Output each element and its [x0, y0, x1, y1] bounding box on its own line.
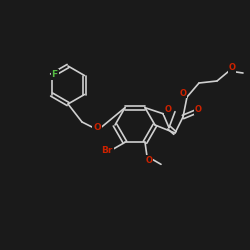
Text: O: O: [180, 88, 186, 98]
Text: F: F: [52, 70, 58, 79]
Text: Br: Br: [101, 146, 113, 155]
Text: O: O: [228, 64, 235, 72]
Text: O: O: [164, 105, 172, 114]
Text: O: O: [194, 106, 202, 114]
Text: O: O: [93, 122, 101, 132]
Text: O: O: [146, 156, 152, 165]
